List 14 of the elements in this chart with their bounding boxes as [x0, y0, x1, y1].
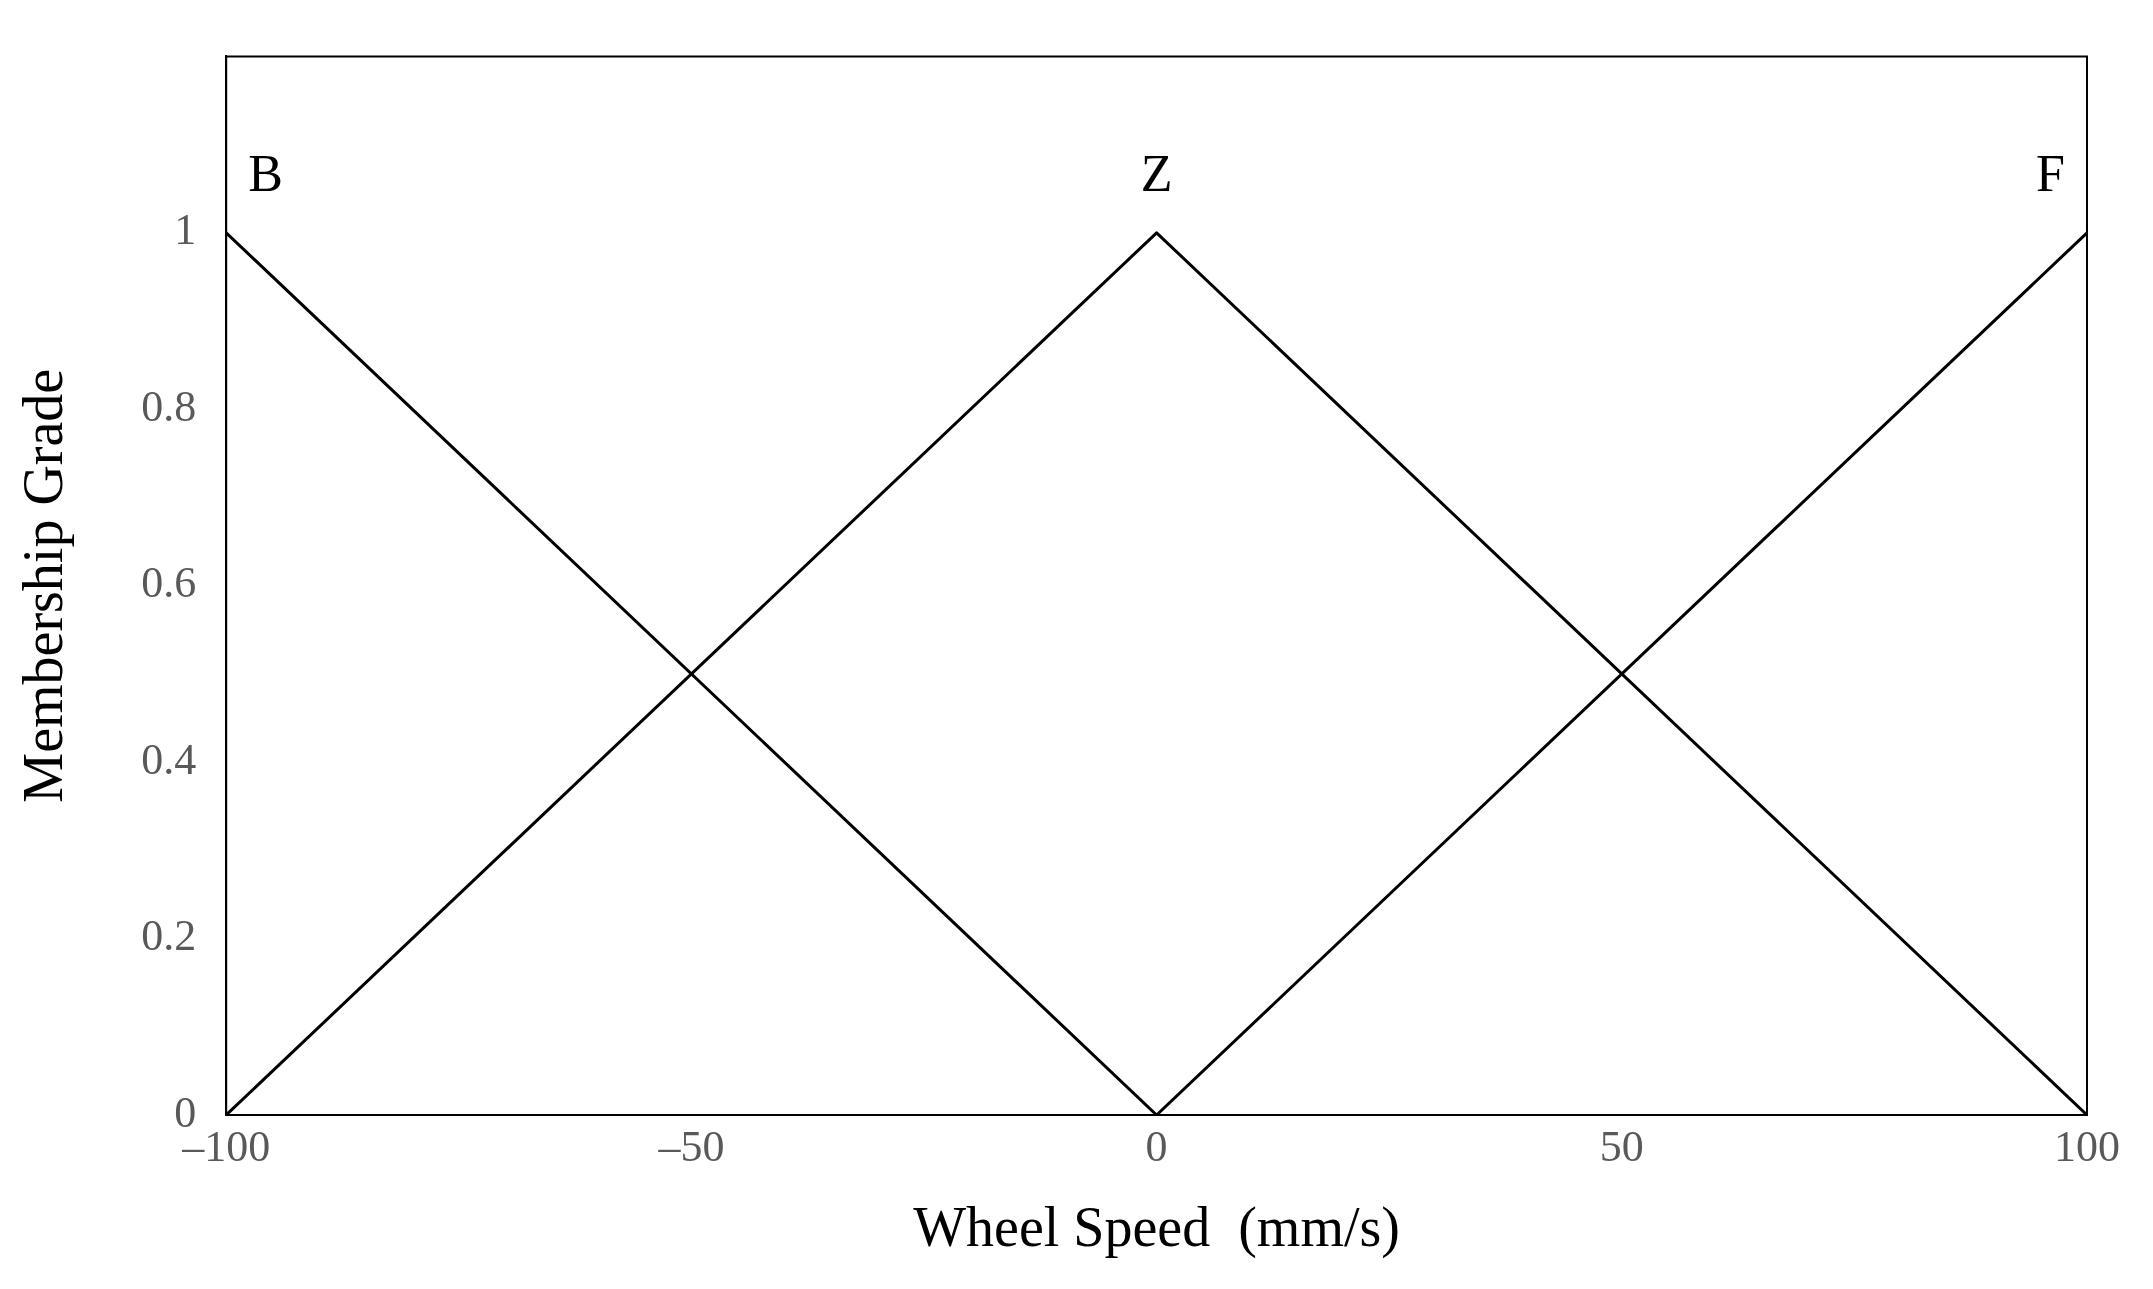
x-tick-label: 0: [1145, 1121, 1168, 1171]
x-tick-label: 50: [1599, 1121, 1644, 1171]
series-label: F: [2036, 144, 2065, 202]
x-axis-title: Wheel Speed (mm/s): [913, 1196, 1400, 1260]
y-tick-label: 0.2: [141, 911, 197, 961]
y-tick-label: 0.4: [141, 734, 197, 784]
series-label: Z: [1140, 144, 1173, 202]
y-tick-label: 1: [174, 205, 197, 255]
y-tick-label: 0.8: [141, 381, 197, 431]
series-label: B: [248, 144, 283, 202]
y-tick-label: 0.6: [141, 558, 197, 608]
y-axis-title: Membership Grade: [12, 368, 75, 803]
x-tick-label: –50: [657, 1121, 725, 1171]
x-tick-label: 100: [2054, 1121, 2120, 1171]
